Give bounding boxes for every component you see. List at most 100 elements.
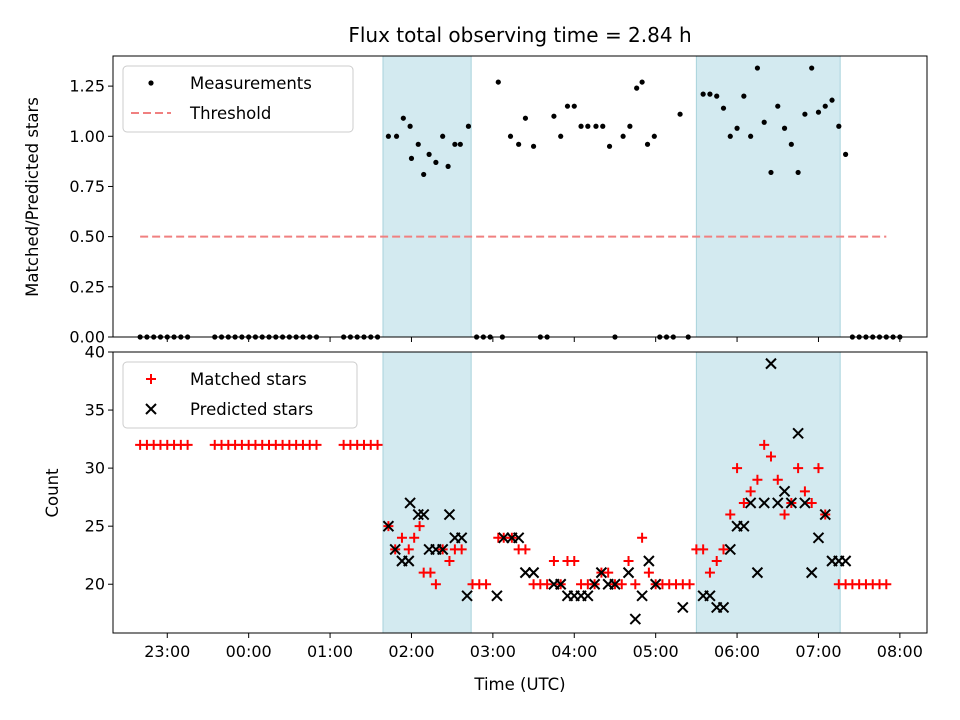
x-tick-label: 06:00 [714, 642, 760, 661]
data-point [389, 543, 401, 556]
data-point [571, 103, 577, 109]
data-point [805, 566, 818, 579]
data-point [725, 509, 736, 520]
data-point [836, 123, 842, 129]
x-tick-label: 03:00 [470, 642, 516, 661]
data-point [639, 79, 645, 85]
data-point [779, 509, 790, 520]
data-point [403, 544, 414, 555]
data-point [385, 133, 392, 139]
data-point [148, 80, 154, 86]
data-point [548, 556, 559, 567]
y-tick-label: 25 [85, 517, 105, 536]
data-point [772, 497, 784, 509]
data-point [430, 579, 441, 590]
data-point [732, 463, 743, 474]
legend: Matched stars Predicted stars [122, 361, 358, 429]
data-point [802, 111, 808, 117]
data-point [822, 103, 828, 109]
data-point [768, 169, 774, 176]
data-point [772, 474, 783, 485]
data-point [146, 374, 156, 384]
series-predicted-stars [382, 357, 852, 625]
data-point [595, 566, 608, 579]
highlight-span [382, 351, 472, 634]
data-point [738, 497, 749, 508]
data-point [417, 508, 430, 521]
data-point [520, 544, 531, 555]
data-point [684, 579, 695, 590]
data-point [714, 93, 720, 99]
data-point [433, 159, 439, 165]
x-tick-label: 04:00 [551, 642, 597, 661]
data-point [403, 555, 415, 567]
data-point [718, 544, 729, 555]
y-tick-label: 30 [85, 459, 105, 478]
data-point [792, 427, 804, 439]
data-point [843, 151, 849, 157]
data-point [637, 532, 648, 543]
data-point [436, 543, 449, 556]
data-point [530, 143, 537, 149]
data-point [569, 556, 580, 567]
y-tick-label: 35 [85, 401, 105, 420]
data-point [643, 567, 654, 578]
bottom-y-axis-label: Count [43, 468, 62, 518]
data-point [551, 113, 557, 119]
data-point [711, 556, 722, 567]
data-point [765, 451, 776, 462]
y-tick-label: 1.00 [69, 127, 105, 146]
data-point [751, 566, 764, 579]
data-point [445, 163, 451, 169]
data-point [752, 474, 763, 485]
data-point [452, 141, 458, 147]
data-point [881, 579, 892, 590]
y-tick-label: 0.50 [69, 227, 105, 246]
data-point [396, 532, 407, 543]
data-point [744, 497, 757, 509]
data-point [627, 123, 633, 129]
data-point [400, 115, 406, 121]
y-tick-label: 0.00 [69, 328, 105, 347]
data-point [512, 532, 525, 544]
data-point [775, 103, 781, 109]
data-point [745, 486, 756, 497]
data-point [498, 532, 510, 544]
data-point [457, 141, 463, 147]
data-point [578, 123, 584, 129]
bottom-panel: 20 25 30 35 40 23:00 00:00 01:00 02:00 03:00 04:00… [85, 343, 928, 661]
legend-label: Measurements [190, 74, 312, 93]
data-point [407, 123, 413, 129]
data-point [507, 133, 514, 139]
top-panel: 0.00 0.25 0.50 0.75 1.00 1.25 Measurements Thre… [69, 55, 928, 347]
data-point [741, 93, 747, 99]
data-point [393, 133, 400, 139]
data-point [145, 403, 157, 415]
data-point [636, 590, 648, 602]
data-point [425, 567, 436, 578]
data-point [182, 439, 193, 450]
x-tick-label: 07:00 [795, 642, 841, 661]
data-point [409, 532, 420, 543]
x-tick-label: 00:00 [226, 642, 272, 661]
data-point [809, 65, 815, 71]
highlight-span [382, 55, 472, 338]
legend: Measurements Threshold [122, 65, 354, 133]
data-point [758, 497, 770, 509]
data-point [421, 171, 427, 178]
data-point [481, 579, 492, 590]
data-point [759, 439, 770, 450]
data-point [372, 439, 383, 450]
data-point [620, 133, 626, 139]
data-point [623, 556, 634, 567]
data-point [700, 91, 706, 97]
data-point [778, 485, 791, 498]
data-point [761, 119, 767, 125]
data-point [516, 141, 522, 147]
data-point [698, 544, 709, 555]
data-point [564, 103, 571, 109]
data-point [754, 65, 761, 71]
legend-label: Threshold [189, 104, 271, 123]
data-point [839, 555, 852, 567]
